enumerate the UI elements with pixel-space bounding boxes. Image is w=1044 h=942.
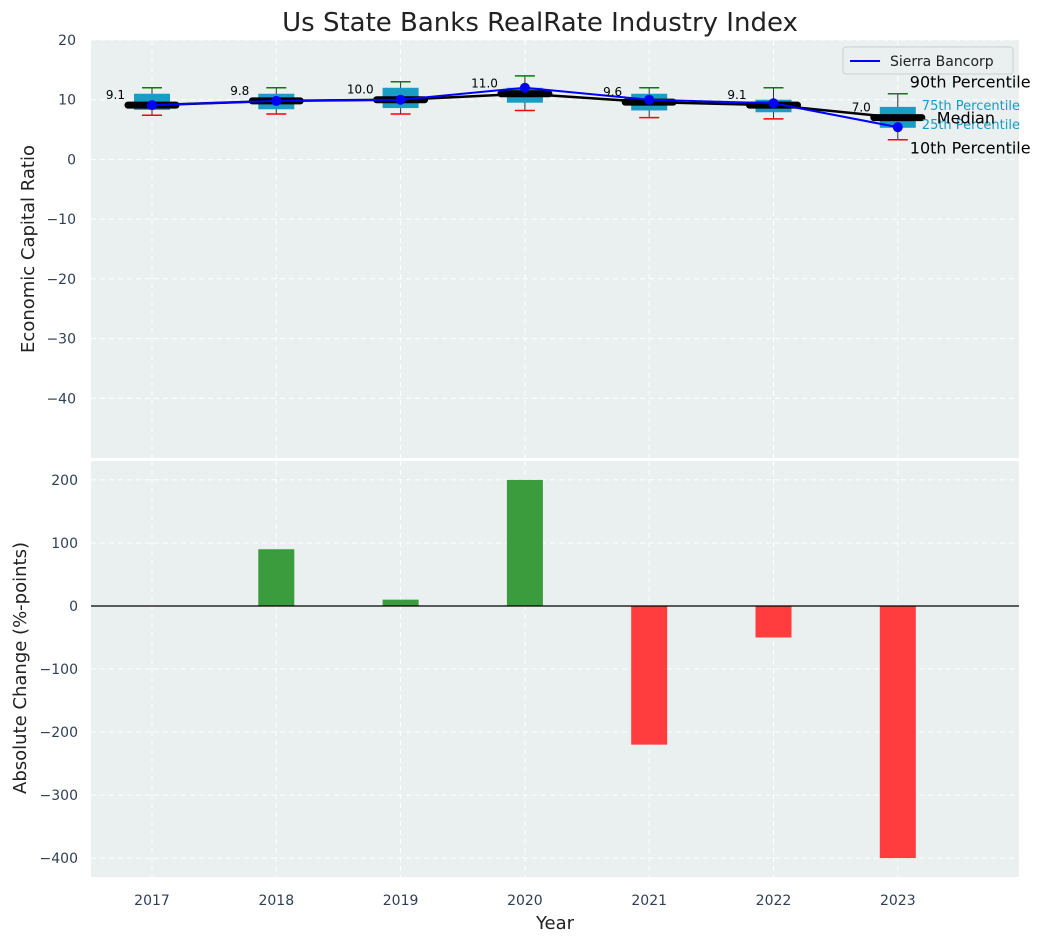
x-tick-label: 2022 — [756, 893, 792, 909]
p25-annotation: 25th Percentile — [922, 118, 1020, 133]
median-annotation: Median — [937, 109, 995, 128]
x-tick-label: 2018 — [258, 893, 294, 909]
top-y-axis-label: Economic Capital Ratio — [18, 145, 39, 353]
p90-annotation: 90th Percentile — [910, 73, 1031, 92]
median-value-label: 9.1 — [727, 88, 746, 102]
legend[interactable]: Sierra Bancorp — [842, 46, 1014, 75]
median-value-label: 9.6 — [603, 85, 622, 99]
bottom-y-tick-label: −200 — [40, 725, 78, 741]
top-y-ticks: 20 10 0 −10 −20 −30 −40 — [46, 33, 76, 407]
median-value-label: 9.8 — [230, 84, 249, 98]
top-y-tick-label: 10 — [58, 93, 76, 109]
change-bar — [879, 605, 916, 859]
p10-annotation: 10th Percentile — [910, 139, 1031, 158]
sierra-bancorp-point — [271, 95, 282, 106]
top-y-tick-label: 20 — [58, 33, 76, 49]
top-gridlines — [91, 39, 1019, 458]
x-axis-label: Year — [535, 913, 575, 934]
legend-label: Sierra Bancorp — [890, 54, 994, 70]
sierra-bancorp-line — [147, 82, 903, 133]
x-tick-label: 2023 — [880, 893, 916, 909]
top-y-tick-label: −20 — [46, 272, 76, 288]
x-tick-label: 2020 — [507, 893, 543, 909]
median-value-label: 10.0 — [347, 83, 374, 97]
top-y-tick-label: −30 — [46, 332, 76, 348]
bottom-y-tick-label: 0 — [69, 599, 78, 615]
bottom-y-tick-label: −100 — [40, 662, 78, 678]
x-tick-label: 2021 — [631, 893, 667, 909]
bottom-y-axis-label: Absolute Change (%-points) — [10, 542, 31, 794]
percentile-annotations: 90th Percentile 75th Percentile 25th Perce… — [910, 73, 1031, 158]
median-labels: 9.1 9.8 10.0 11.0 9.6 9.1 7.0 — [106, 77, 871, 115]
bottom-y-tick-label: 100 — [51, 536, 78, 552]
x-tick-label: 2017 — [134, 893, 170, 909]
median-value-label: 7.0 — [852, 101, 871, 115]
change-bar — [631, 605, 668, 745]
change-bar — [258, 549, 295, 606]
top-y-tick-label: −40 — [46, 391, 76, 407]
bar-series — [91, 479, 1019, 859]
x-tick-label: 2019 — [383, 893, 419, 909]
sierra-bancorp-point — [147, 100, 157, 111]
top-y-tick-label: −10 — [46, 212, 76, 228]
bottom-y-ticks: 200 100 0 −100 −200 −300 −400 — [40, 473, 78, 867]
sierra-bancorp-point — [768, 98, 779, 109]
median-value-label: 11.0 — [471, 77, 498, 91]
change-bar — [506, 479, 543, 606]
chart-title: Us State Banks RealRate Industry Index — [282, 8, 798, 38]
p75-annotation: 75th Percentile — [922, 99, 1020, 114]
legend-frame — [842, 46, 1014, 75]
bottom-y-tick-label: 200 — [51, 473, 78, 489]
sierra-bancorp-point — [644, 94, 655, 105]
top-plot-area — [91, 40, 1019, 458]
bottom-y-tick-label: −300 — [40, 788, 78, 804]
bottom-y-tick-label: −400 — [40, 851, 78, 867]
x-ticks: 2017 2018 2019 2020 2021 2022 2023 — [134, 893, 915, 909]
sierra-bancorp-point — [395, 94, 406, 105]
change-bar — [755, 605, 792, 638]
top-y-tick-label: 0 — [67, 152, 76, 168]
change-bar — [382, 599, 419, 606]
sierra-bancorp-point — [892, 122, 903, 133]
median-value-label: 9.1 — [106, 88, 125, 102]
sierra-bancorp-point — [519, 82, 530, 93]
